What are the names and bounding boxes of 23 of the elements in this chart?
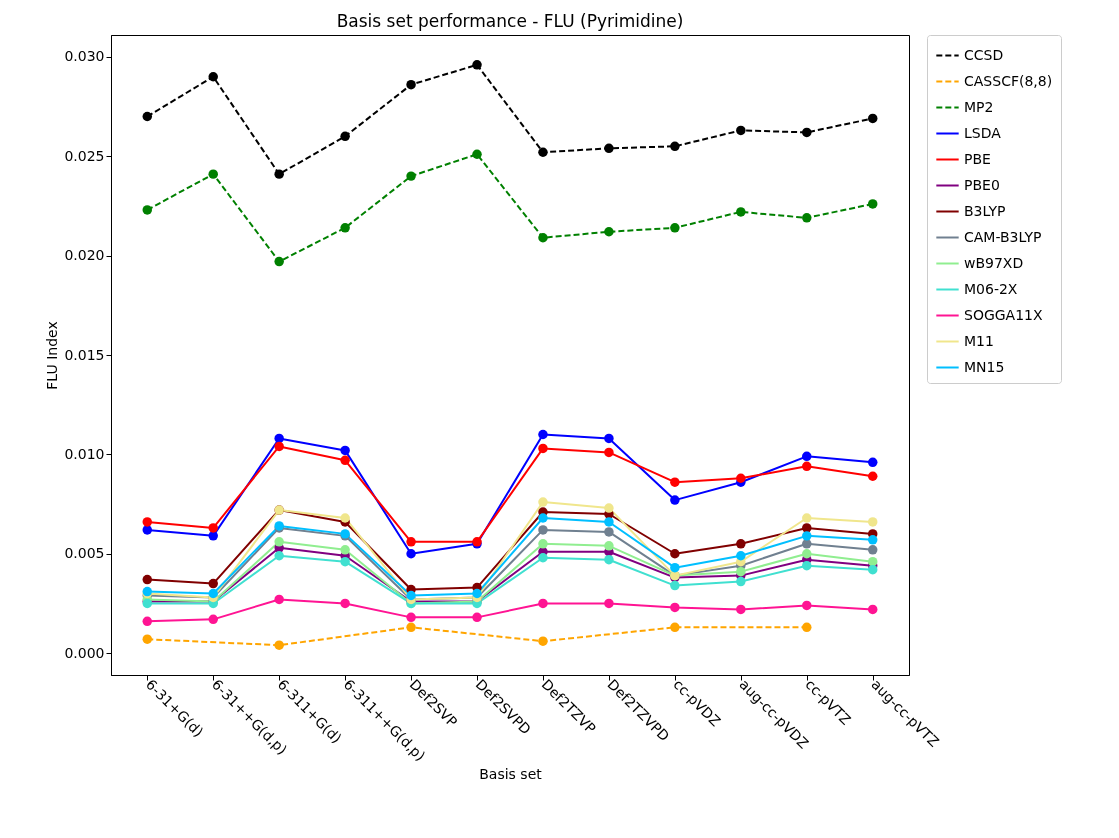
legend-label: MN15: [964, 358, 1005, 375]
y-tick-label: 0.010: [64, 445, 105, 462]
y-tick-label: 0.030: [64, 48, 105, 65]
legend-label: M06-2X: [964, 280, 1018, 297]
legend-label: CAM-B3LYP: [964, 228, 1042, 245]
y-tick-label: 0.005: [64, 545, 105, 562]
legend-label: B3LYP: [964, 202, 1006, 219]
x-axis-title: Basis set: [479, 765, 543, 782]
legend-label: LSDA: [964, 124, 1002, 141]
y-tick-label: 0.015: [64, 346, 105, 363]
y-tick-label: 0.000: [64, 644, 105, 661]
legend-label: wB97XD: [964, 254, 1024, 271]
y-tick-label: 0.020: [64, 247, 105, 264]
legend-label: MP2: [964, 98, 994, 115]
y-axis-title: FLU Index: [44, 321, 61, 390]
y-tick-label: 0.025: [64, 147, 105, 164]
legend-label: M11: [964, 332, 994, 349]
legend-label: CASSCF(8,8): [964, 72, 1053, 89]
legend-label: PBE: [964, 150, 991, 167]
legend-label: SOGGA11X: [964, 306, 1043, 323]
chart-title: Basis set performance - FLU (Pyrimidine): [336, 10, 684, 31]
legend-label: CCSD: [964, 46, 1004, 63]
legend-label: PBE0: [964, 176, 1000, 193]
